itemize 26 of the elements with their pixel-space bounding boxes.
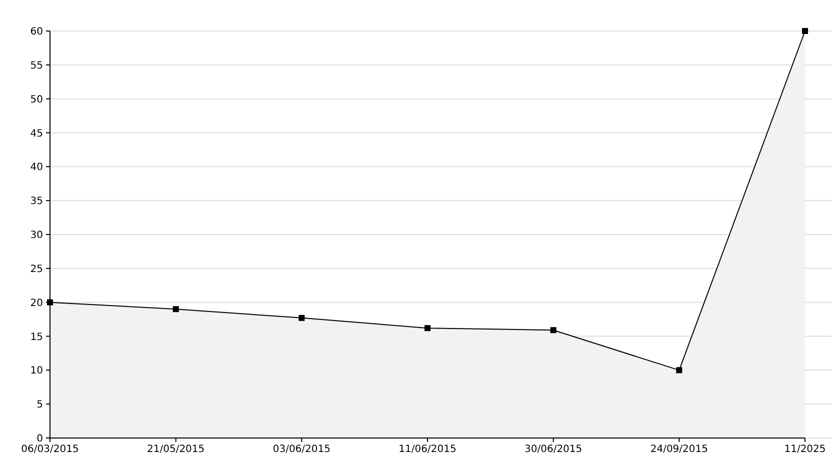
x-tick-label: 11/06/2015 xyxy=(398,444,456,455)
point xyxy=(676,367,682,374)
y-tick-label: 10 xyxy=(30,366,43,377)
y-tick-label: 40 xyxy=(30,162,43,174)
y-tick-label: 0 xyxy=(36,434,43,444)
y-tick-label: 35 xyxy=(30,196,43,208)
point xyxy=(172,306,179,312)
y-tick-label: 5 xyxy=(36,400,43,411)
y-tick-label: 50 xyxy=(30,94,43,106)
y-tick-label: 55 xyxy=(30,60,43,72)
point xyxy=(424,325,430,332)
x-tick-label: 21/05/2015 xyxy=(147,444,205,455)
y-tick-label: 30 xyxy=(30,230,43,241)
point xyxy=(550,327,556,334)
x-tick-label: 06/03/2015 xyxy=(21,444,79,455)
y-tick-label: 60 xyxy=(30,26,43,38)
x-tick-label: 24/09/2015 xyxy=(650,444,708,455)
point xyxy=(802,28,808,34)
y-tick-label: 20 xyxy=(30,298,43,309)
y-tick-label: 15 xyxy=(30,332,43,343)
y-tick-label: 45 xyxy=(30,128,43,140)
x-tick-label: 11/2025 xyxy=(784,444,826,455)
point xyxy=(298,314,305,321)
x-tick-label: 30/06/2015 xyxy=(524,444,582,455)
x-tick-label: 03/06/2015 xyxy=(272,444,330,455)
y-tick-label: 25 xyxy=(30,264,43,275)
